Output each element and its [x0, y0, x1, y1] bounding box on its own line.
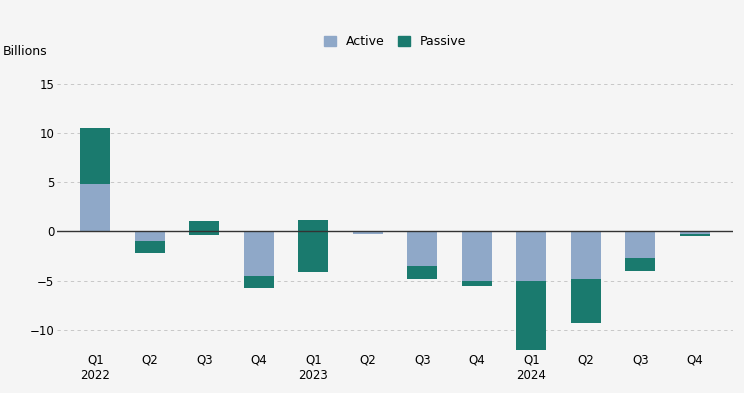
Legend: Active, Passive: Active, Passive — [321, 33, 469, 51]
Bar — [298, 220, 328, 231]
Bar — [680, 234, 710, 236]
Bar — [571, 231, 600, 279]
Bar — [571, 279, 600, 323]
Bar — [625, 231, 655, 271]
Bar — [462, 281, 492, 286]
Bar — [190, 220, 219, 235]
Bar — [244, 276, 274, 288]
Bar — [516, 231, 546, 281]
Bar — [407, 266, 437, 279]
Bar — [407, 231, 437, 266]
Bar — [135, 241, 165, 253]
Bar — [353, 231, 383, 234]
Bar — [80, 184, 110, 231]
Bar — [190, 231, 219, 235]
Bar — [80, 128, 110, 184]
Bar — [516, 281, 546, 371]
Text: Billions: Billions — [3, 45, 48, 58]
Bar — [298, 220, 328, 272]
Bar — [625, 258, 655, 271]
Bar — [462, 231, 492, 281]
Bar — [244, 231, 274, 276]
Bar — [135, 231, 165, 241]
Bar — [680, 231, 710, 234]
